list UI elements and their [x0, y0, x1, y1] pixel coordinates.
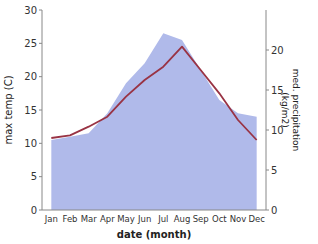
- y2-tick: [266, 90, 269, 91]
- x-tick-label: Apr: [100, 214, 115, 224]
- y-tick-label: 5: [31, 171, 37, 182]
- precip-area: [51, 33, 256, 210]
- y2-axis-line: [266, 10, 267, 210]
- y2-tick: [266, 130, 269, 131]
- x-axis-line: [42, 210, 266, 211]
- temp-line: [51, 47, 256, 140]
- x-axis-label: date (month): [117, 229, 191, 240]
- y2-axis-label-line: (kg/m2): [280, 92, 290, 127]
- x-tick-label: Sep: [193, 214, 209, 224]
- y-tick-label: 15: [24, 105, 37, 116]
- y-tick: [39, 210, 42, 211]
- x-tick-label: Feb: [62, 214, 77, 224]
- y2-axis-label-line: med. precipitation: [291, 69, 301, 151]
- y-tick-label: 30: [24, 5, 37, 16]
- y-tick: [39, 110, 42, 111]
- x-tick-label: Jul: [157, 214, 168, 224]
- y-tick: [39, 176, 42, 177]
- y2-tick-label: 5: [271, 165, 277, 176]
- y-tick-label: 10: [24, 138, 37, 149]
- y2-tick-label: 20: [271, 45, 284, 56]
- x-tick-label: Nov: [230, 214, 247, 224]
- x-tick-label: Jan: [44, 214, 58, 224]
- y-tick-label: 20: [24, 71, 37, 82]
- y-tick: [39, 76, 42, 77]
- x-tick-label: Oct: [212, 214, 227, 224]
- y2-tick: [266, 210, 269, 211]
- y-tick-label: 25: [24, 38, 37, 49]
- y2-tick: [266, 50, 269, 51]
- y-tick: [39, 43, 42, 44]
- y2-tick-label: 0: [271, 205, 277, 216]
- x-tick-label: Mar: [81, 214, 98, 224]
- y-tick: [39, 143, 42, 144]
- x-tick-label: Jun: [137, 214, 151, 224]
- x-tick-label: Aug: [174, 214, 191, 224]
- plot-area: [51, 33, 256, 210]
- y-tick: [39, 10, 42, 11]
- x-tick-label: May: [117, 214, 135, 224]
- y-tick-label: 0: [31, 205, 37, 216]
- x-tick-label: Dec: [248, 214, 265, 224]
- y2-tick: [266, 170, 269, 171]
- y2-axis-label: med. precipitation(kg/m2): [280, 69, 301, 151]
- y-axis-label: max temp (C): [3, 75, 14, 144]
- chart: 05101520253005101520JanFebMarAprMayJunJu…: [0, 0, 318, 244]
